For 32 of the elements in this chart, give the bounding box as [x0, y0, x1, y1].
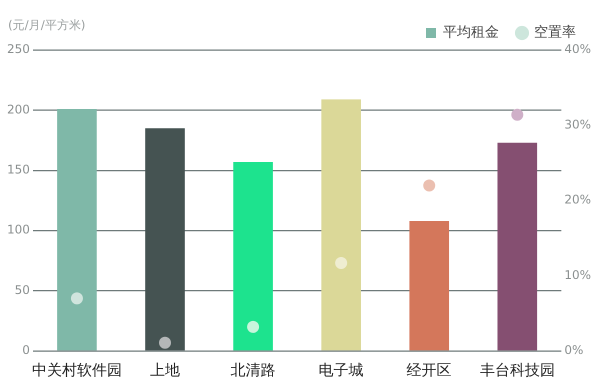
- legend-label: 平均租金: [443, 24, 499, 41]
- point: [335, 256, 348, 269]
- y-tick-label: 250: [7, 42, 30, 56]
- x-tick-label: 上地: [150, 360, 180, 379]
- point: [70, 292, 83, 304]
- y-tick-label: 100: [7, 222, 30, 237]
- y-tick-label: 0: [22, 343, 30, 358]
- y2-tick-label: 10%: [564, 268, 591, 282]
- y-tick-label: 200: [7, 102, 30, 116]
- point: [159, 336, 172, 349]
- bar: [321, 99, 361, 350]
- x-tick-label: 丰台科技园: [480, 360, 555, 379]
- point: [511, 108, 524, 121]
- y2-tick-label: 0%: [564, 343, 584, 358]
- y-tick-label: 50: [14, 282, 30, 297]
- point: [423, 179, 436, 192]
- bar: [409, 220, 450, 350]
- y-tick-label: 150: [7, 162, 30, 177]
- y2-tick-label: 30%: [564, 117, 591, 132]
- bar: [145, 128, 185, 350]
- bar: [57, 108, 97, 350]
- y2-tick-label: 20%: [564, 192, 591, 207]
- y-axis-title: (元/月/平方米): [8, 18, 86, 32]
- x-tick-label: 北清路: [230, 360, 276, 379]
- bar: [233, 162, 273, 350]
- y2-tick-label: 40%: [564, 42, 591, 56]
- bar: [497, 142, 538, 350]
- x-tick-label: 中关村软件园: [32, 360, 122, 379]
- legend-label: 空置率: [534, 24, 576, 41]
- x-tick-label: 经开区: [406, 360, 452, 379]
- point: [247, 320, 260, 333]
- x-tick-label: 电子城: [318, 360, 364, 379]
